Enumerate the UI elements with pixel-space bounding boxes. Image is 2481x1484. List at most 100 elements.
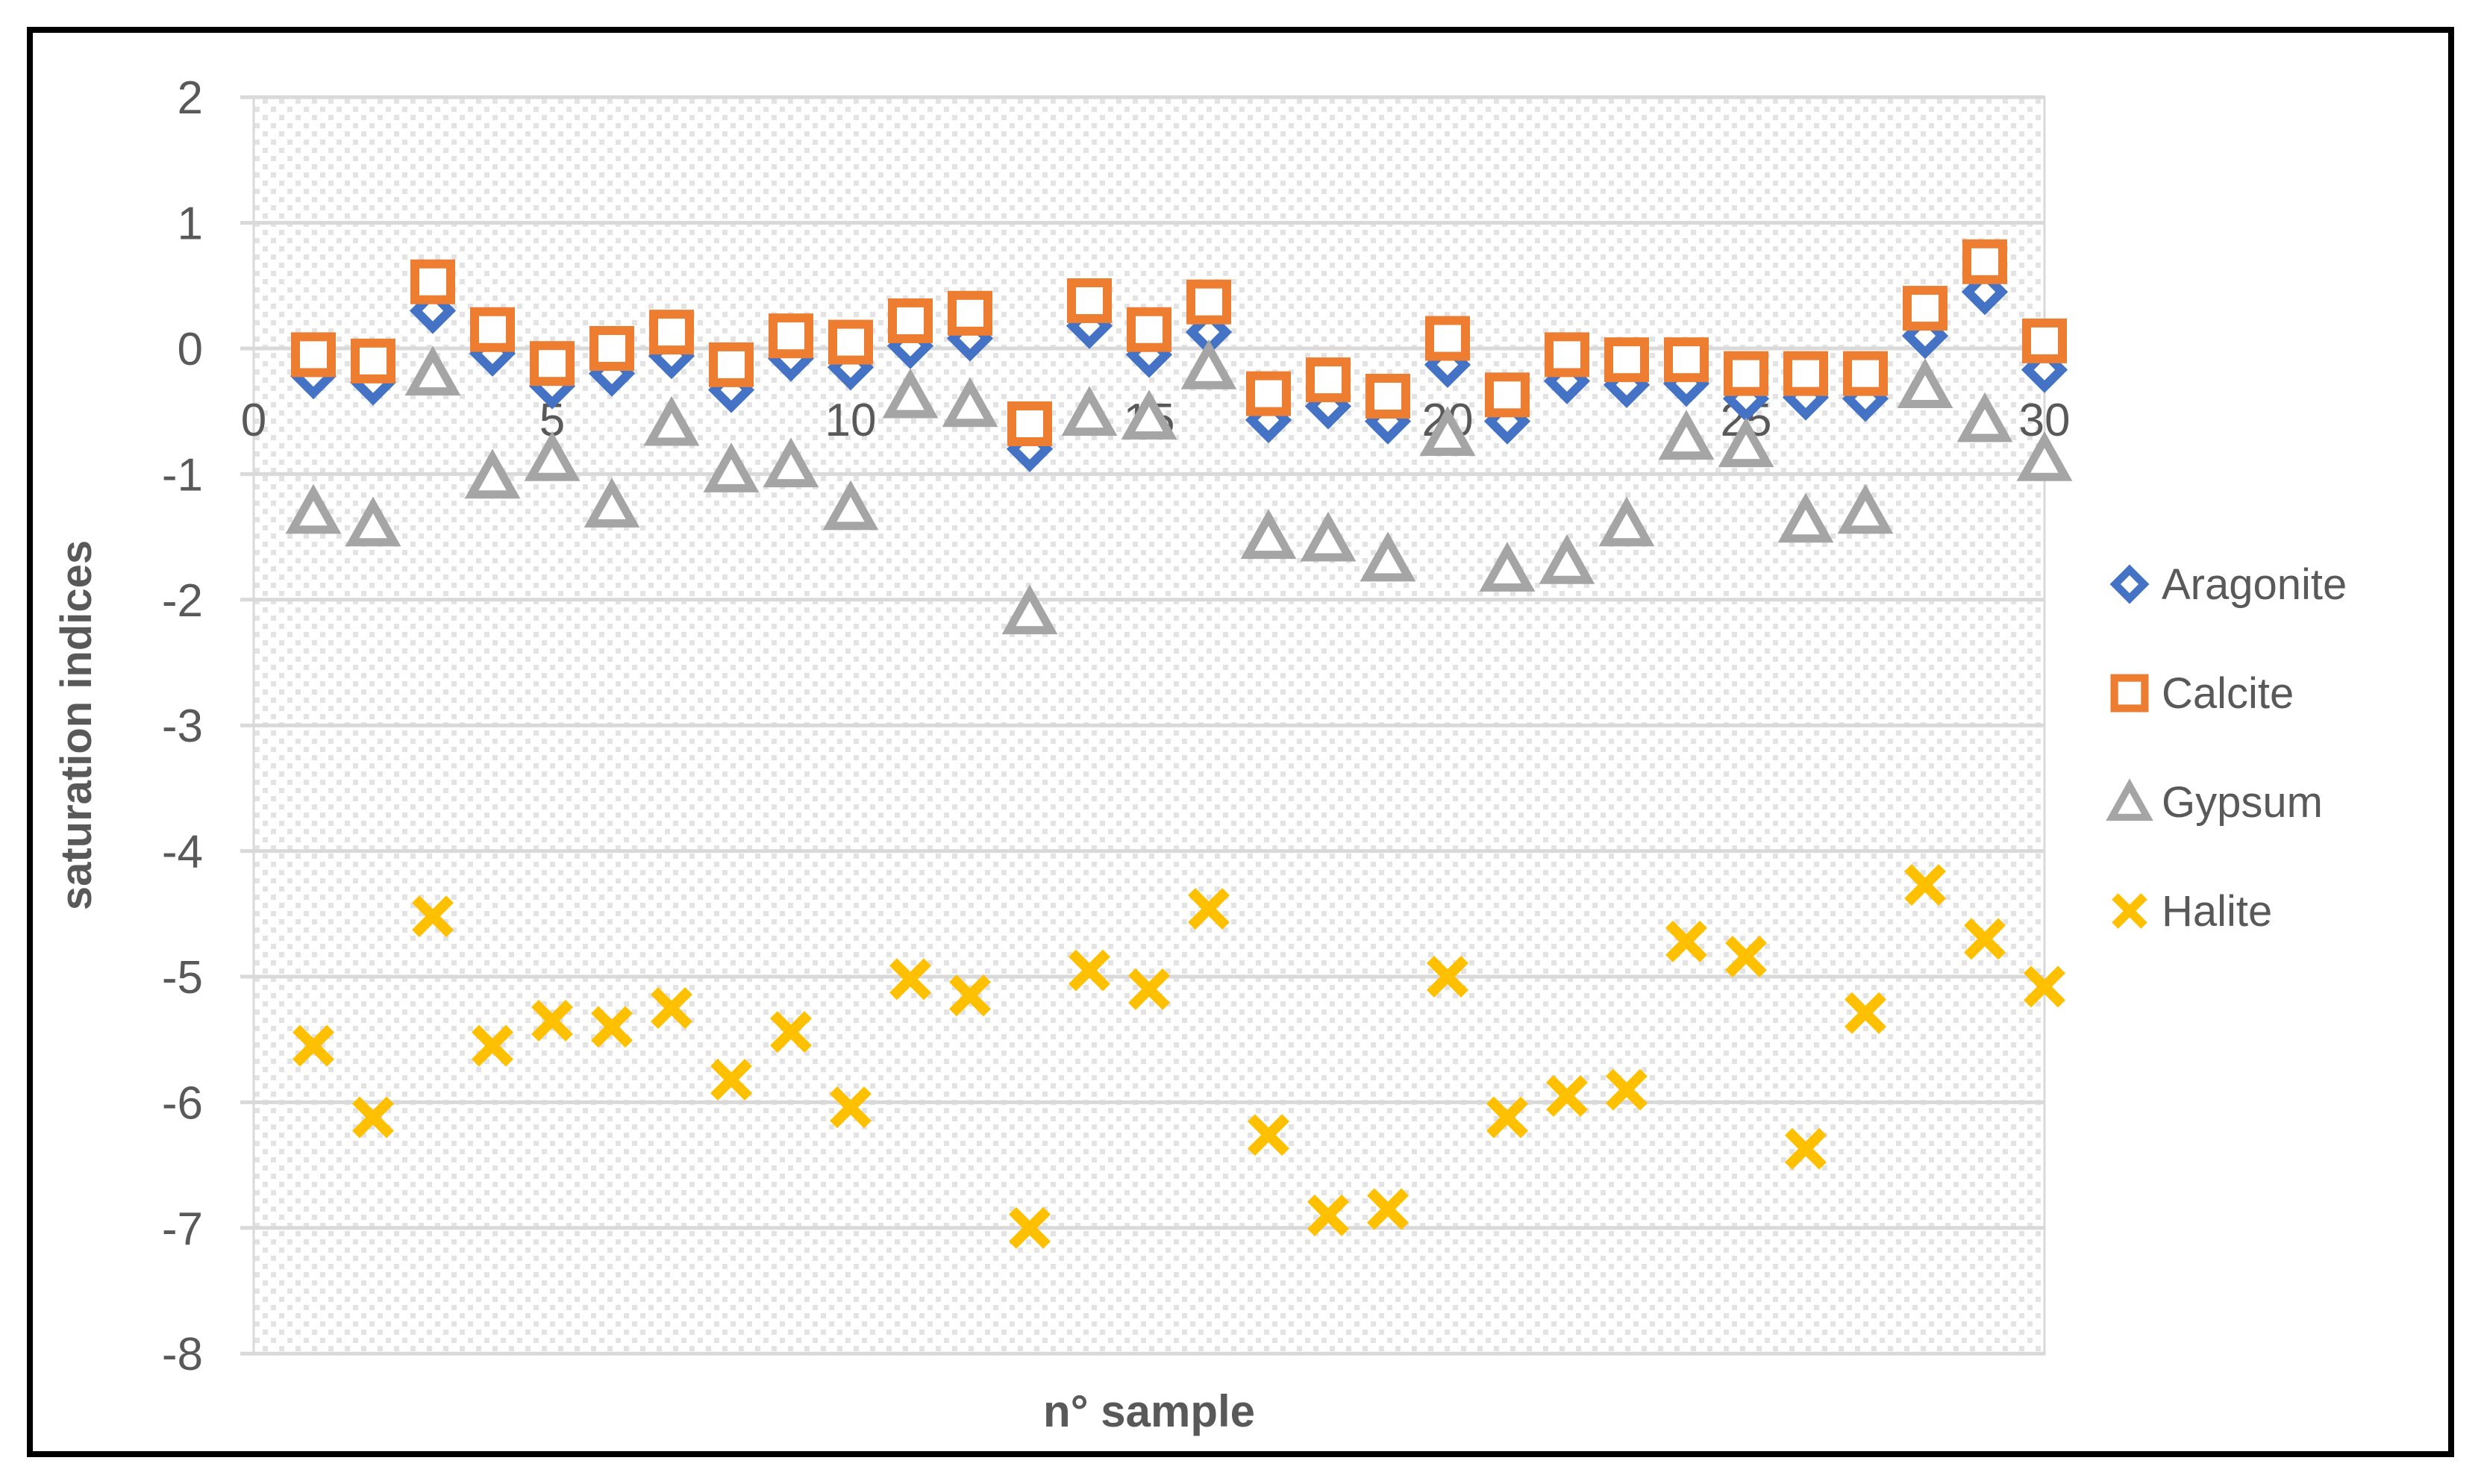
calcite-marker <box>1724 351 1768 396</box>
legend-label-gypsum: Gypsum <box>2162 778 2323 827</box>
halite-marker <box>1128 968 1170 1010</box>
calcite-marker <box>410 259 455 304</box>
legend-label-calcite: Calcite <box>2162 669 2294 718</box>
gypsum-marker <box>882 368 939 419</box>
gypsum-marker <box>584 478 640 527</box>
halite-marker <box>1367 1188 1409 1230</box>
halite-marker <box>949 974 991 1017</box>
calcite-marker <box>1067 278 1112 324</box>
halite-marker <box>292 1024 334 1067</box>
calcite-marker <box>1186 279 1231 325</box>
gypsum-marker <box>822 480 879 530</box>
y-tick-label: -7 <box>162 1203 203 1255</box>
y-tick-label: -3 <box>162 701 203 752</box>
calcite-marker <box>1246 371 1291 416</box>
series-gypsum <box>285 339 2073 635</box>
y-axis-title: saturation indices <box>52 540 101 910</box>
halite-marker <box>412 895 454 938</box>
gypsum-marker <box>1360 531 1416 582</box>
aragonite-legend-icon <box>2109 564 2150 604</box>
gypsum-marker <box>1956 392 2013 442</box>
y-tick-label: -4 <box>162 827 203 878</box>
y-tick-label: 2 <box>178 72 203 124</box>
calcite-marker <box>470 307 515 352</box>
calcite-legend-icon <box>2110 674 2149 713</box>
gypsum-marker <box>763 437 819 488</box>
halite-marker <box>1248 1114 1289 1156</box>
halite-marker <box>1785 1127 1827 1170</box>
y-tick-label: -5 <box>162 952 203 1004</box>
calcite-marker <box>769 313 813 359</box>
halite-marker <box>472 1024 513 1067</box>
gypsum-marker <box>345 496 401 547</box>
halite-marker <box>2024 965 2065 1008</box>
legend: Aragonite Calcite Gypsum Halite <box>2106 560 2347 936</box>
calcite-marker <box>1007 401 1052 447</box>
halite-marker <box>889 958 931 1001</box>
y-tick-label: -8 <box>162 1329 203 1380</box>
gypsum-marker <box>524 431 581 481</box>
calcite-marker <box>1664 337 1709 383</box>
y-axis-tick-labels: 2 1 0 -1 -2 -3 -4 -5 -6 -7 -8 <box>162 72 203 1380</box>
gypsum-marker <box>464 448 521 499</box>
halite-marker <box>1725 936 1767 978</box>
calcite-marker <box>828 319 873 365</box>
halite-marker <box>1307 1195 1349 1236</box>
calcite-marker <box>649 310 694 355</box>
gypsum-marker <box>1479 542 1536 592</box>
gypsum-marker <box>1121 389 1177 440</box>
calcite-marker <box>1127 307 1171 352</box>
calcite-marker <box>1903 286 1947 331</box>
gypsum-marker <box>1300 511 1357 562</box>
gypsum-marker <box>1777 492 1834 543</box>
halite-marker <box>1009 1206 1051 1249</box>
halite-marker <box>1546 1075 1588 1117</box>
calcite-marker <box>1843 351 1888 396</box>
calcite-marker <box>1425 316 1470 361</box>
calcite-marker <box>948 290 992 336</box>
gypsum-marker <box>1419 406 1476 457</box>
calcite-marker <box>1604 337 1649 383</box>
gypsum-marker <box>1718 417 1774 468</box>
gypsum-marker <box>1240 509 1297 560</box>
gypsum-marker <box>1180 339 1237 389</box>
gypsum-legend-icon <box>2106 778 2153 821</box>
halite-marker <box>770 1011 812 1053</box>
gypsum-marker <box>1837 483 1894 534</box>
halite-marker <box>1845 992 1886 1034</box>
gypsum-marker <box>1061 386 1118 436</box>
halite-marker <box>1665 920 1707 962</box>
halite-marker <box>1904 864 1946 907</box>
halite-marker <box>1188 888 1230 930</box>
calcite-marker <box>589 326 634 371</box>
gypsum-marker <box>404 345 461 396</box>
x-tick-label: 0 <box>241 395 266 446</box>
calcite-marker <box>888 298 933 343</box>
halite-marker <box>1606 1068 1648 1111</box>
legend-item-halite: Halite <box>2112 887 2272 936</box>
calcite-marker <box>1962 239 2007 284</box>
halite-marker <box>531 999 573 1042</box>
legend-item-gypsum: Gypsum <box>2106 778 2323 827</box>
y-tick-label: -1 <box>162 449 203 501</box>
calcite-marker <box>530 341 575 386</box>
halite-marker <box>1964 918 2006 960</box>
calcite-marker <box>1306 357 1351 403</box>
gypsum-marker <box>1539 534 1595 584</box>
calcite-marker <box>1783 351 1828 396</box>
y-tick-label: 1 <box>178 198 203 250</box>
halite-marker <box>1486 1096 1528 1139</box>
y-tick-label: -2 <box>162 575 203 627</box>
gypsum-marker <box>285 483 342 534</box>
calcite-marker <box>1545 332 1589 378</box>
figure-border <box>27 27 2454 1457</box>
halite-marker <box>651 987 692 1030</box>
y-tick-label: 0 <box>178 324 203 375</box>
halite-legend-icon <box>2112 893 2147 929</box>
x-axis-title: n° sample <box>1043 1386 1255 1436</box>
gypsum-marker <box>1897 358 1953 409</box>
halite-marker <box>352 1096 394 1139</box>
x-tick-label: 10 <box>825 395 877 446</box>
